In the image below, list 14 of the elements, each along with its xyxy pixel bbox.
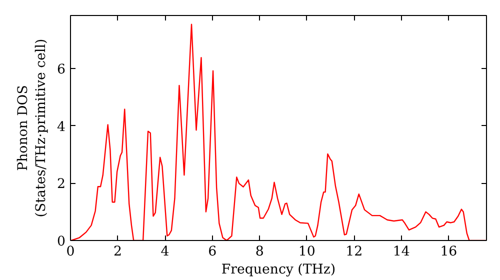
x-tick-label: 10 [298,244,316,260]
x-tick-label: 12 [346,244,363,260]
x-tick-label: 8 [255,244,264,260]
y-axis-title: Phonon DOS (States/THz·primitive cell) [16,38,50,218]
x-axis-title: Frequency (THz) [221,262,336,278]
x-tick-label: 2 [114,244,122,260]
x-tick-label: 16 [440,244,458,260]
x-tick-label: 4 [160,244,170,260]
y-tick-label: 4 [57,120,66,135]
y-tick-label: 2 [57,177,66,192]
y-tick-label: 0 [57,234,66,250]
y-tick-label: 6 [57,62,66,78]
x-tick-label: 14 [392,244,410,260]
x-tick-label: 6 [208,244,217,260]
